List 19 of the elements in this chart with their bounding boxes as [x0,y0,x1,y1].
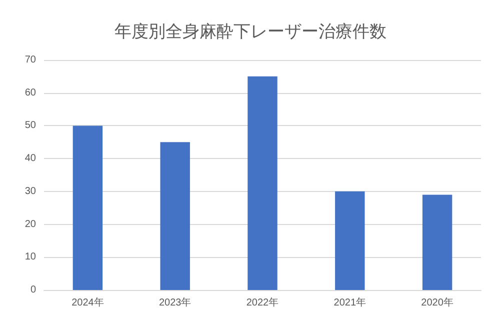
x-tick-label: 2021年 [334,296,366,308]
bar [248,76,278,290]
bar [422,194,452,290]
y-tick-label: 50 [24,120,36,132]
bar [72,126,103,290]
x-tick-label: 2022年 [246,296,279,308]
y-tick-label: 40 [24,153,36,164]
y-tick-label: 10 [24,252,36,263]
bar [335,191,365,290]
bar [160,142,190,290]
x-tick-label: 2020年 [421,296,454,308]
y-tick-label: 0 [30,284,36,296]
y-tick-label: 30 [24,186,36,197]
x-tick-label: 2024年 [72,296,104,308]
y-tick-label: 70 [24,54,36,66]
y-tick-label: 20 [24,218,36,230]
x-tick-label: 2023年 [158,296,192,308]
y-tick-label: 60 [24,87,36,98]
chart-title: 年度別全身麻酔下レーザー治療件数 [114,22,386,41]
